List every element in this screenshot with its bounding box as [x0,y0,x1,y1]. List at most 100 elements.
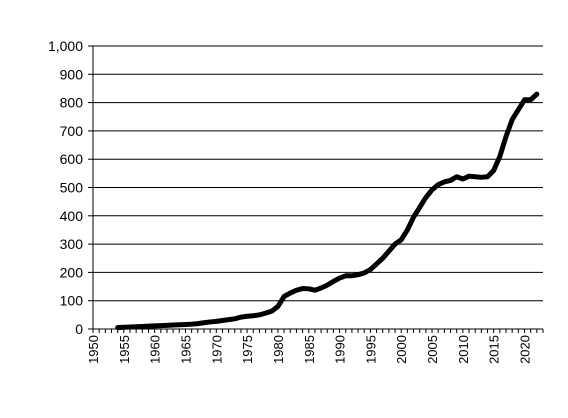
data-point [289,292,291,294]
y-tick-label: 900 [60,66,84,82]
y-axis-tick-labels: 0 100 200 300 400 500 600 700 800 900 1,000 [48,38,83,337]
data-point [258,314,260,316]
x-tick-label: 1965 [178,335,193,364]
x-tick-label: 1970 [209,335,224,364]
data-point [252,315,254,317]
data-point [536,93,538,95]
y-tick-label: 0 [75,321,83,337]
data-point [147,325,149,327]
data-point [271,310,273,312]
data-point [357,274,359,276]
data-point [351,275,353,277]
data-point [382,257,384,259]
x-tick-label: 2010 [456,335,471,364]
y-tick-label: 700 [60,123,84,139]
data-point [394,243,396,245]
data-point [462,178,464,180]
data-point [166,324,168,326]
series-group [115,91,540,331]
data-point [511,119,513,121]
data-point [320,287,322,289]
data-point [277,305,279,307]
y-tick-label: 100 [60,293,84,309]
data-point [141,325,143,327]
data-point [524,99,526,101]
data-point [400,239,402,241]
data-point [295,289,297,291]
y-tick-label: 1,000 [48,38,83,54]
y-tick-label: 800 [60,95,84,111]
y-tick-label: 300 [60,236,84,252]
data-point [314,289,316,291]
data-point [221,320,223,322]
y-tick-label: 600 [60,151,84,167]
data-point [302,288,304,290]
x-tick-label: 1985 [302,335,317,364]
y-tick-label: 200 [60,264,84,280]
data-point [505,136,507,138]
x-tick-label: 2015 [487,335,502,364]
data-point [228,319,230,321]
x-tick-label: 2000 [394,335,409,364]
y-tick-label: 400 [60,208,84,224]
data-point [450,179,452,181]
data-point [376,263,378,265]
data-point [203,322,205,324]
data-point [332,280,334,282]
x-tick-label: 1980 [271,335,286,364]
x-tick-label: 1950 [86,335,101,364]
data-point [234,318,236,320]
x-tick-label: 1955 [117,335,132,364]
x-axis-tick-labels: 1950 1955 1960 1965 1970 1975 1980 1985 1990 1995… [86,335,533,364]
x-tick-label: 1960 [148,335,163,364]
x-tick-label: 1995 [363,335,378,364]
x-tick-label: 2005 [425,335,440,364]
data-point [345,275,347,277]
data-point [197,323,199,325]
data-point [487,176,489,178]
data-point [326,284,328,286]
data-point [443,181,445,183]
data-point [240,316,242,318]
data-point [363,272,365,274]
data-point [388,250,390,252]
data-point [339,277,341,279]
data-point [493,170,495,172]
x-tick-label: 1975 [240,335,255,364]
y-tick-label: 500 [60,180,84,196]
data-point [172,324,174,326]
data-point [419,206,421,208]
data-point [530,99,532,101]
data-point [517,109,519,111]
x-tick-label: 1990 [333,335,348,364]
data-point [413,216,415,218]
data-point [369,269,371,271]
data-point [431,189,433,191]
axes [88,45,544,333]
data-point [184,323,186,325]
data-point [123,326,125,328]
data-point [215,320,217,322]
data-point [209,321,211,323]
series-line-0 [115,91,540,331]
data-point [425,196,427,198]
data-point [265,312,267,314]
data-point [456,176,458,178]
data-point [246,315,248,317]
data-point [480,176,482,178]
data-point [406,229,408,231]
data-point [468,175,470,177]
data-point [154,325,156,327]
data-point [129,326,131,328]
data-point [178,324,180,326]
data-point [283,295,285,297]
data-point [135,326,137,328]
data-point [191,323,193,325]
x-tick-label: 2020 [518,335,533,364]
data-point [437,184,439,186]
data-point [474,176,476,178]
data-point [499,155,501,157]
gridlines [93,45,543,302]
data-point [117,327,119,329]
